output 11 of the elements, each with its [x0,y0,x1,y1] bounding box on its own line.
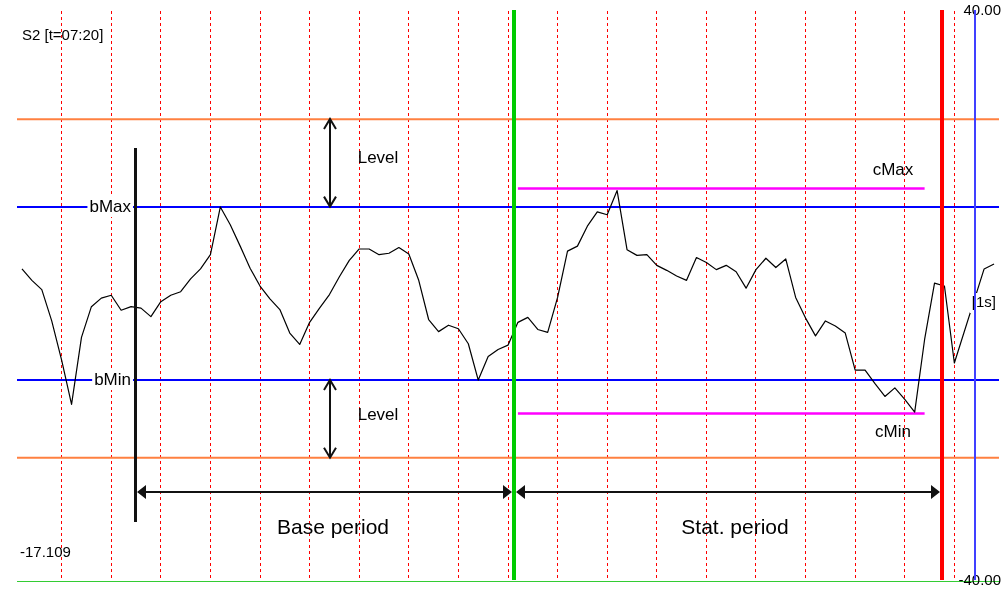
annotation: Stat. period [681,514,789,538]
ref-line-label: bMax [89,196,132,216]
annotation: Level [357,147,399,167]
annotation: S2 [t=07:20] [22,26,104,44]
annotation: Level [357,404,399,424]
annotation: cMax [872,159,914,179]
annotation: -17.109 [20,543,71,561]
annotation: cMin [875,421,911,441]
y-tick-label: 40.00 [963,1,1001,19]
annotation: Base period [276,514,390,538]
ref-line-label: bMin [94,369,131,389]
